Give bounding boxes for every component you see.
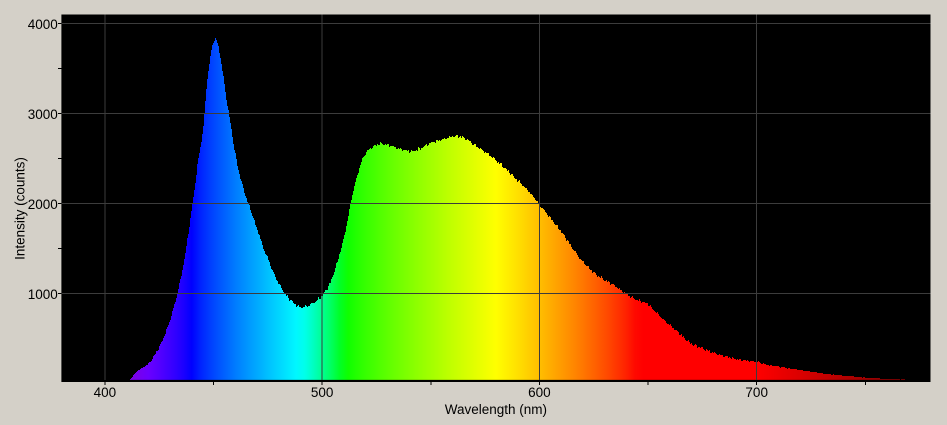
svg-text:600: 600 xyxy=(528,385,551,400)
svg-text:4000: 4000 xyxy=(28,17,58,32)
svg-text:700: 700 xyxy=(745,385,768,400)
svg-text:Intensity (counts): Intensity (counts) xyxy=(13,157,28,260)
svg-text:Wavelength (nm): Wavelength (nm) xyxy=(445,402,547,417)
svg-text:2000: 2000 xyxy=(28,197,58,212)
svg-text:500: 500 xyxy=(311,385,334,400)
svg-text:1000: 1000 xyxy=(28,287,58,302)
svg-text:400: 400 xyxy=(94,385,117,400)
svg-text:3000: 3000 xyxy=(28,107,58,122)
